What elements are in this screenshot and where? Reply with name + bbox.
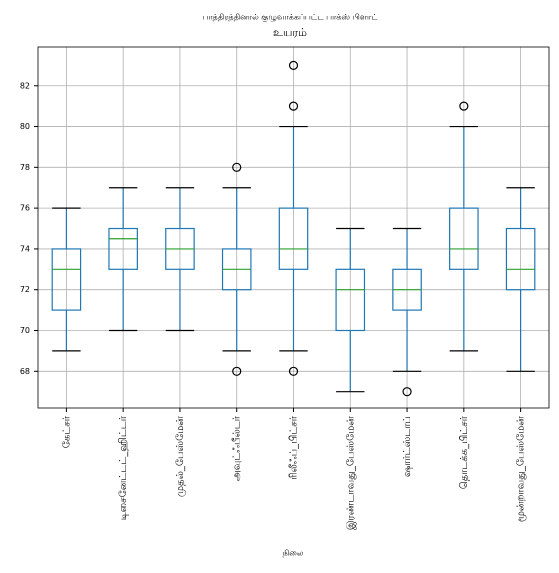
box xyxy=(51,248,82,311)
y-tick-label: 74 xyxy=(20,244,30,253)
outlier xyxy=(232,162,242,172)
x-tick-label: ரிலீஃப்_பிட்சர் xyxy=(289,415,300,479)
outlier xyxy=(288,366,299,376)
chart-title: பாத்திரத்தினால் குழுவாக்கப்பட்ட பாக்ஸ் ப… xyxy=(202,13,378,23)
box xyxy=(505,227,536,291)
y-tick-label: 80 xyxy=(20,122,30,131)
x-tick-label: முதல்_பேஸ்மேன் xyxy=(175,416,186,497)
y-tick-label: 70 xyxy=(20,326,30,335)
x-tick-label: அவுட்ஃபீல்டர் xyxy=(232,415,243,481)
x-tick-label: இரண்டாவது_பேஸ்மேன் xyxy=(345,416,356,530)
y-tick-label: 72 xyxy=(20,285,30,294)
outlier xyxy=(402,387,412,397)
box xyxy=(278,207,309,270)
box xyxy=(449,207,479,270)
plot-frame xyxy=(37,46,550,409)
outlier xyxy=(459,101,469,111)
y-tick-label: 78 xyxy=(20,163,30,172)
x-tick-label: கேட்சர் xyxy=(61,415,72,448)
outlier xyxy=(288,101,299,111)
box xyxy=(335,268,366,332)
chart-subtitle: உயரம் xyxy=(273,26,307,39)
box xyxy=(108,227,138,270)
x-tick-label: ஷார்ட்ஸ்டாப் xyxy=(402,416,413,477)
x-tick-label: மூன்றாவது_பேஸ்மேன் xyxy=(516,416,527,522)
x-tick-label: டிசைனேட்டட்_ஹிட்டர் xyxy=(118,415,129,520)
y-tick-label: 68 xyxy=(20,367,30,376)
outlier xyxy=(288,60,299,70)
x-tick-label: தொடக்க_பிட்சர் xyxy=(459,415,470,489)
outlier xyxy=(232,366,242,376)
y-tick-label: 82 xyxy=(20,81,30,90)
y-tick-label: 76 xyxy=(20,204,30,213)
x-axis-label: நிலை xyxy=(283,549,304,558)
